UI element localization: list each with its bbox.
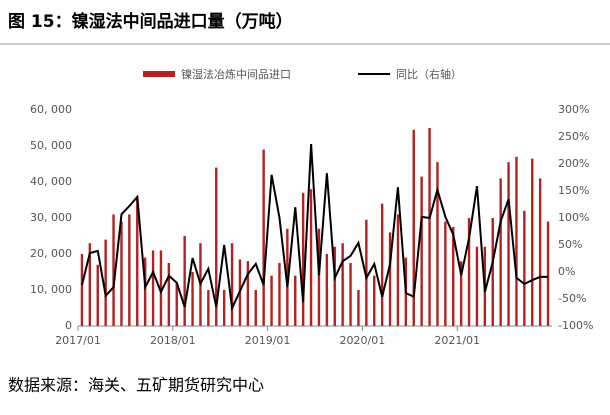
bar [373, 275, 376, 326]
bar [254, 290, 257, 326]
chart-title: 图 15：镍湿法中间品进口量（万吨） [8, 11, 293, 32]
bar [357, 290, 360, 326]
bar [167, 263, 171, 326]
bar [380, 203, 384, 326]
bar [365, 219, 368, 326]
y2-tick-label: 250% [558, 130, 589, 143]
bar [309, 189, 313, 326]
bar [104, 239, 107, 326]
y-tick-label: 10, 000 [30, 283, 72, 296]
bar [112, 214, 115, 326]
bar [96, 264, 99, 326]
bar [120, 221, 123, 326]
legend-swatch [143, 71, 175, 77]
bar [136, 196, 139, 326]
bar [175, 282, 178, 326]
bar [420, 176, 423, 326]
bar [341, 243, 344, 326]
bar [499, 178, 502, 326]
bar [538, 178, 542, 326]
y-tick-label: 60, 000 [30, 103, 72, 116]
y2-tick-label: -50% [558, 292, 586, 305]
bar [128, 214, 131, 326]
x-tick-label: 2021/01 [434, 334, 480, 347]
bar [507, 162, 510, 326]
x-tick-label: 2017/01 [55, 334, 101, 347]
legend-label: 镍湿法冶炼中间品进口 [181, 67, 291, 81]
bar [262, 149, 265, 326]
x-tick-label: 2020/01 [340, 334, 386, 347]
bar [436, 162, 439, 326]
bar [294, 275, 297, 326]
bar [412, 129, 415, 326]
y2-tick-label: 300% [558, 103, 589, 116]
y2-tick-label: 150% [558, 184, 589, 197]
bar [222, 290, 226, 326]
bar [159, 250, 163, 326]
bar [325, 254, 329, 326]
bar [301, 192, 305, 326]
bar [546, 221, 550, 326]
line [81, 143, 548, 312]
bar [467, 218, 471, 326]
bar [452, 227, 455, 326]
bar [475, 246, 479, 326]
bar [88, 243, 92, 326]
y2-tick-label: -100% [558, 319, 593, 332]
bar [515, 156, 518, 326]
y-tick-label: 30, 000 [30, 211, 72, 224]
bar [183, 236, 186, 326]
bar [396, 214, 400, 326]
bar [215, 167, 218, 326]
bar [286, 228, 289, 326]
bar [459, 261, 463, 326]
bar [80, 254, 84, 326]
y2-tick-label: 200% [558, 157, 589, 170]
y-tick-label: 20, 000 [30, 247, 72, 260]
bar [349, 263, 352, 326]
bar [246, 261, 250, 326]
bar [230, 243, 234, 326]
bar [207, 290, 210, 326]
bar [317, 228, 321, 326]
bar [333, 246, 336, 326]
y-tick-label: 0 [65, 319, 72, 332]
bar [151, 250, 155, 326]
x-tick-label: 2019/01 [245, 334, 291, 347]
x-tick-label: 2018/01 [150, 334, 196, 347]
bar [491, 218, 494, 326]
y-tick-label: 40, 000 [30, 175, 72, 188]
y2-tick-label: 0% [558, 265, 575, 278]
bar [444, 221, 447, 326]
y2-tick-label: 50% [558, 238, 582, 251]
bar [191, 272, 194, 326]
y2-tick-label: 100% [558, 211, 589, 224]
bar [278, 263, 281, 326]
bar [143, 257, 147, 326]
bar [523, 210, 526, 326]
bar [428, 128, 431, 326]
bar [270, 275, 273, 326]
bar [531, 158, 534, 326]
bar [388, 232, 392, 326]
legend-label: 同比（右轴） [396, 67, 462, 81]
source: 数据来源：海关、五矿期货研究中心 [8, 376, 264, 395]
y-tick-label: 50, 000 [30, 139, 72, 152]
